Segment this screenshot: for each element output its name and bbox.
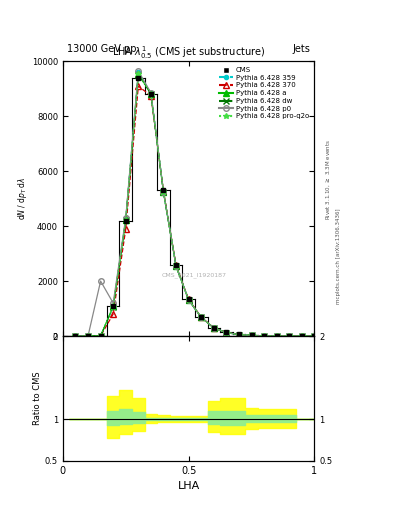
CMS <box>199 314 204 320</box>
Title: LHA $\lambda^{1}_{0.5}$ (CMS jet substructure): LHA $\lambda^{1}_{0.5}$ (CMS jet substru… <box>112 45 265 61</box>
CMS <box>161 187 166 194</box>
Y-axis label: $\mathrm{d}N$ / $\mathrm{d}p_T\,\mathrm{d}\lambda$: $\mathrm{d}N$ / $\mathrm{d}p_T\,\mathrm{… <box>16 177 29 220</box>
CMS <box>73 333 78 339</box>
Text: mcplots.cern.ch [arXiv:1306.3436]: mcplots.cern.ch [arXiv:1306.3436] <box>336 208 341 304</box>
CMS <box>299 333 304 339</box>
CMS <box>287 333 292 339</box>
CMS <box>211 325 216 331</box>
CMS <box>186 296 191 302</box>
Line: CMS: CMS <box>73 76 316 338</box>
CMS <box>111 303 116 309</box>
Text: CMS_2021_I1920187: CMS_2021_I1920187 <box>161 273 226 279</box>
Y-axis label: Ratio to CMS: Ratio to CMS <box>33 372 42 425</box>
X-axis label: LHA: LHA <box>178 481 200 491</box>
Text: Jets: Jets <box>293 44 310 54</box>
Text: 13000 GeV pp: 13000 GeV pp <box>67 44 136 54</box>
CMS <box>249 332 254 338</box>
Legend: CMS, Pythia 6.428 359, Pythia 6.428 370, Pythia 6.428 a, Pythia 6.428 dw, Pythia: CMS, Pythia 6.428 359, Pythia 6.428 370,… <box>217 65 311 121</box>
CMS <box>274 333 279 339</box>
CMS <box>86 333 90 339</box>
CMS <box>237 331 241 337</box>
CMS <box>224 329 229 335</box>
CMS <box>136 75 141 81</box>
CMS <box>312 333 317 339</box>
CMS <box>149 91 153 97</box>
CMS <box>98 333 103 339</box>
CMS <box>123 218 128 224</box>
CMS <box>174 262 178 268</box>
Text: Rivet 3.1.10, $\geq$ 3.3M events: Rivet 3.1.10, $\geq$ 3.3M events <box>324 139 332 220</box>
CMS <box>262 333 266 339</box>
